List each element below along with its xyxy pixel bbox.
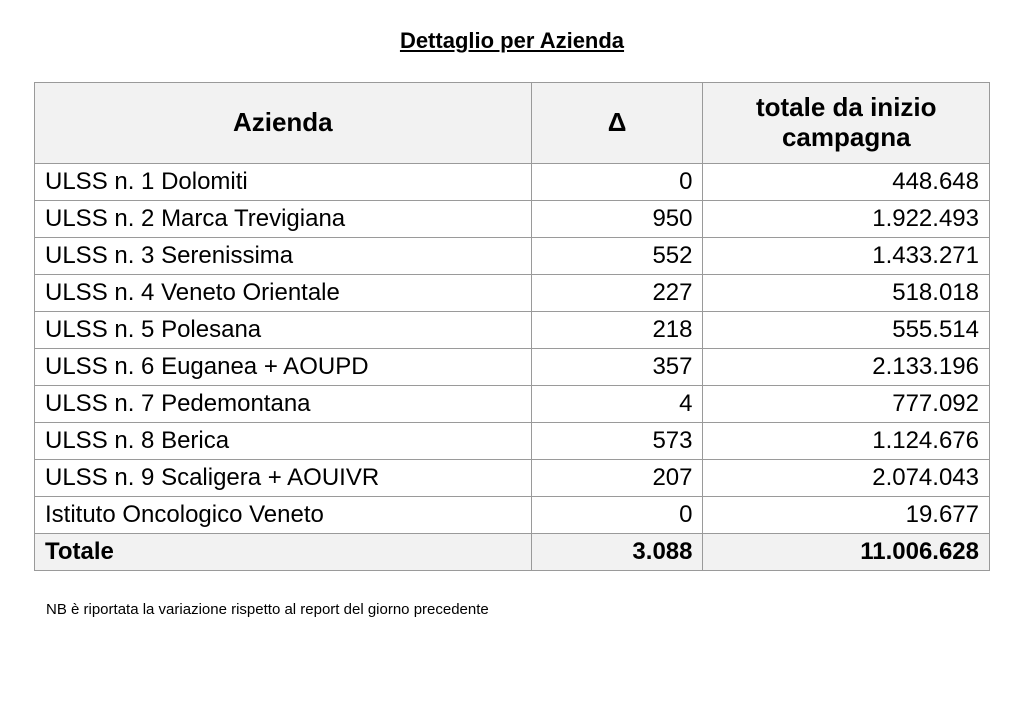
cell-delta: 218 [531,311,703,348]
cell-azienda: ULSS n. 5 Polesana [35,311,532,348]
cell-azienda: ULSS n. 7 Pedemontana [35,385,532,422]
cell-azienda: Istituto Oncologico Veneto [35,496,532,533]
table-row: ULSS n. 6 Euganea + AOUPD 357 2.133.196 [35,348,990,385]
cell-azienda: ULSS n. 6 Euganea + AOUPD [35,348,532,385]
cell-totale: 518.018 [703,274,990,311]
cell-total-delta: 3.088 [531,533,703,570]
table-row: ULSS n. 8 Berica 573 1.124.676 [35,422,990,459]
cell-totale: 2.133.196 [703,348,990,385]
cell-totale: 777.092 [703,385,990,422]
cell-delta: 4 [531,385,703,422]
table-body: ULSS n. 1 Dolomiti 0 448.648 ULSS n. 2 M… [35,163,990,570]
cell-delta: 552 [531,237,703,274]
cell-total-label: Totale [35,533,532,570]
cell-totale: 1.433.271 [703,237,990,274]
cell-totale: 1.124.676 [703,422,990,459]
cell-delta: 0 [531,496,703,533]
footnote-text: NB è riportata la variazione rispetto al… [34,601,990,618]
table-row: ULSS n. 7 Pedemontana 4 777.092 [35,385,990,422]
cell-delta: 227 [531,274,703,311]
cell-azienda: ULSS n. 9 Scaligera + AOUIVR [35,459,532,496]
cell-azienda: ULSS n. 4 Veneto Orientale [35,274,532,311]
cell-delta: 573 [531,422,703,459]
cell-delta: 357 [531,348,703,385]
cell-azienda: ULSS n. 2 Marca Trevigiana [35,200,532,237]
cell-azienda: ULSS n. 1 Dolomiti [35,163,532,200]
cell-delta: 950 [531,200,703,237]
table-row: ULSS n. 5 Polesana 218 555.514 [35,311,990,348]
cell-delta: 207 [531,459,703,496]
cell-totale: 2.074.043 [703,459,990,496]
col-header-totale: totale da inizio campagna [703,83,990,164]
table-row: ULSS n. 1 Dolomiti 0 448.648 [35,163,990,200]
page-title: Dettaglio per Azienda [34,28,990,54]
table-total-row: Totale 3.088 11.006.628 [35,533,990,570]
cell-delta: 0 [531,163,703,200]
azienda-table: Azienda Δ totale da inizio campagna ULSS… [34,82,990,571]
table-row: Istituto Oncologico Veneto 0 19.677 [35,496,990,533]
table-row: ULSS n. 4 Veneto Orientale 227 518.018 [35,274,990,311]
table-row: ULSS n. 9 Scaligera + AOUIVR 207 2.074.0… [35,459,990,496]
table-header-row: Azienda Δ totale da inizio campagna [35,83,990,164]
cell-totale: 1.922.493 [703,200,990,237]
cell-totale: 555.514 [703,311,990,348]
cell-azienda: ULSS n. 8 Berica [35,422,532,459]
col-header-delta: Δ [531,83,703,164]
cell-azienda: ULSS n. 3 Serenissima [35,237,532,274]
table-row: ULSS n. 3 Serenissima 552 1.433.271 [35,237,990,274]
table-row: ULSS n. 2 Marca Trevigiana 950 1.922.493 [35,200,990,237]
col-header-azienda: Azienda [35,83,532,164]
cell-total-totale: 11.006.628 [703,533,990,570]
cell-totale: 19.677 [703,496,990,533]
cell-totale: 448.648 [703,163,990,200]
